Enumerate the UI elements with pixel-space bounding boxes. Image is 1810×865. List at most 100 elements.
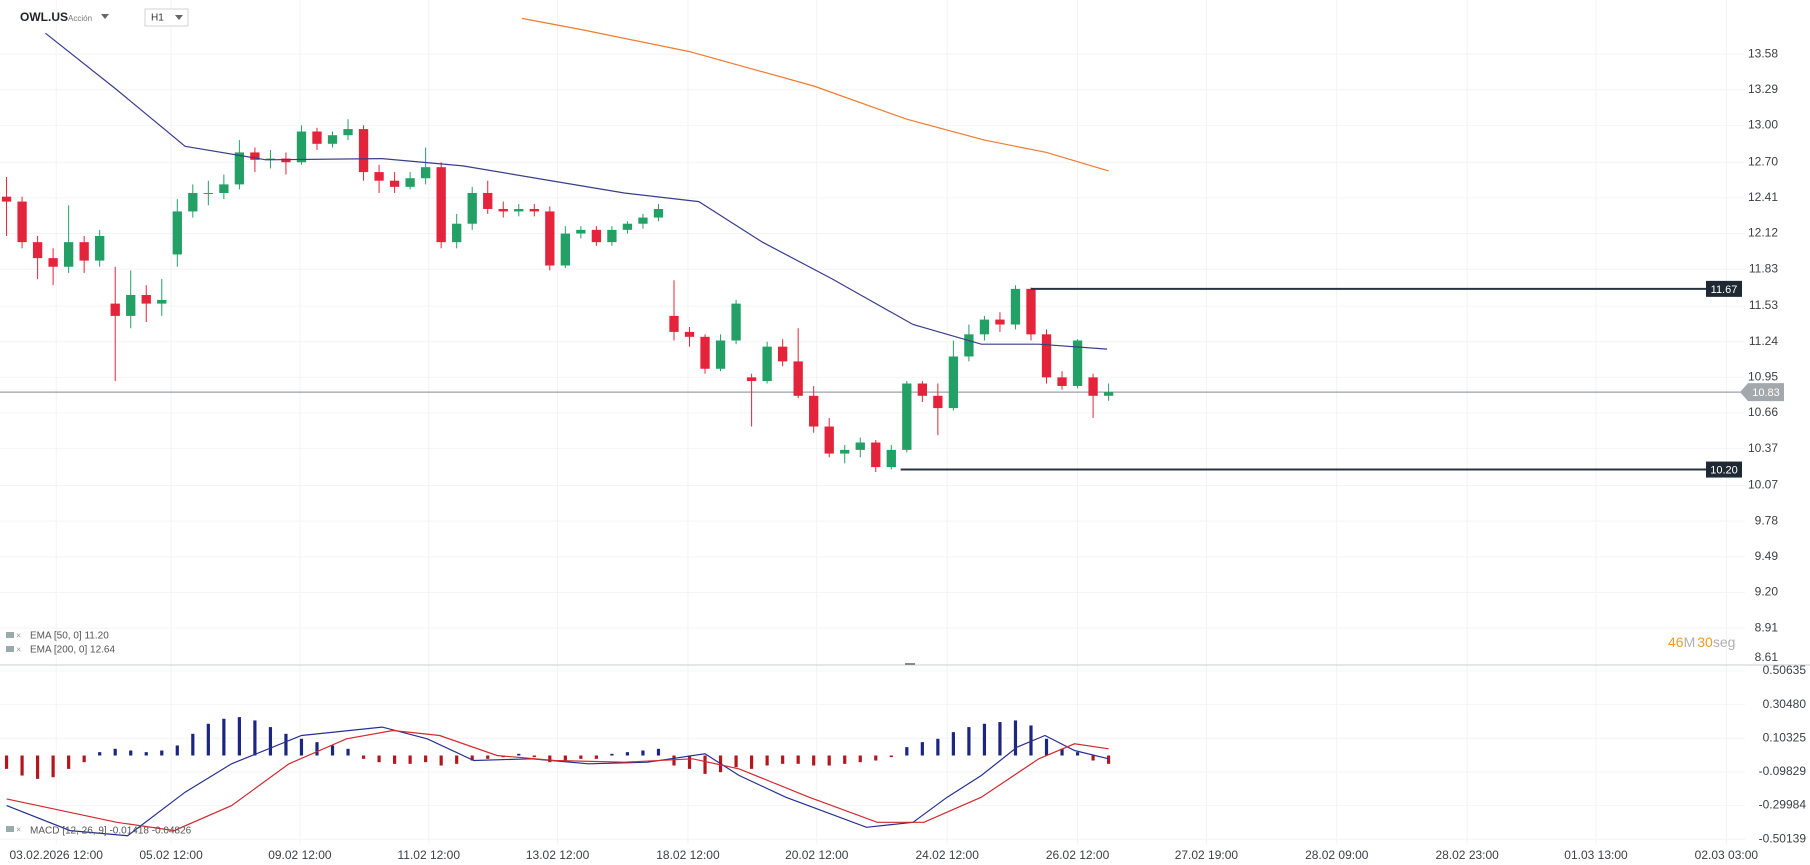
- instrument-type: Acción: [68, 14, 92, 23]
- macd-histogram-bar: [129, 750, 133, 756]
- timeframe-selector[interactable]: [144, 8, 189, 27]
- macd-histogram-bar: [858, 755, 862, 763]
- macd-histogram-bar: [765, 755, 769, 766]
- candle-body: [871, 442, 881, 468]
- macd-histogram-bar: [35, 755, 40, 779]
- macd-histogram-bar: [796, 755, 800, 764]
- last-price-label: 10.83: [1752, 387, 1780, 399]
- macd-histogram-bar: [377, 755, 381, 763]
- legend-remove[interactable]: ×: [16, 824, 21, 834]
- macd-histogram-bar: [439, 755, 443, 766]
- legend-remove[interactable]: ×: [16, 630, 21, 640]
- candle-body: [607, 229, 617, 243]
- macd-histogram-bar: [455, 755, 459, 764]
- x-tick-label: 28.02 09:00: [1305, 848, 1369, 862]
- x-tick-label: 05.02 12:00: [139, 848, 203, 862]
- y-tick-label: 9.49: [1755, 549, 1779, 563]
- candle-body: [979, 319, 990, 335]
- macd-histogram-bar: [98, 752, 102, 756]
- candle-body: [855, 442, 865, 450]
- candle-body: [234, 152, 245, 185]
- y-tick-label: -0.29984: [1759, 798, 1807, 812]
- candle-body: [219, 184, 229, 193]
- level-tag: [1706, 280, 1742, 297]
- legend-remove[interactable]: ×: [16, 644, 21, 654]
- macd-histogram-bar: [268, 727, 273, 756]
- candle-body: [514, 208, 524, 212]
- timer-seconds: 30: [1697, 634, 1713, 650]
- macd-histogram-bar: [625, 752, 630, 756]
- candle-body: [141, 295, 151, 304]
- macd-histogram-bar: [144, 752, 148, 756]
- candle-body: [529, 208, 539, 212]
- candle-body: [1041, 334, 1052, 378]
- macd-histogram-bar: [594, 755, 598, 759]
- macd-histogram-bar: [392, 755, 397, 764]
- y-tick-label: 9.20: [1755, 585, 1779, 599]
- level-label: 10.20: [1710, 464, 1738, 476]
- candle-body: [1072, 340, 1083, 386]
- macd-histogram-bar: [641, 750, 645, 756]
- candle-body: [824, 426, 834, 454]
- timeframe-dropdown[interactable]: [175, 15, 183, 20]
- pane-resize-handle[interactable]: [905, 663, 915, 665]
- macd-histogram-bar: [284, 733, 288, 756]
- candle-body: [731, 303, 741, 341]
- candle-body: [762, 346, 772, 382]
- macd-histogram-bar: [191, 733, 195, 756]
- y-tick-label: 11.24: [1749, 334, 1778, 348]
- macd-histogram-bar: [827, 755, 831, 766]
- candle-body: [746, 377, 757, 382]
- macd-histogram-bar: [781, 755, 785, 764]
- y-tick-label: 9.78: [1755, 513, 1779, 527]
- candle-body: [281, 158, 291, 163]
- y-tick-label: 12.70: [1748, 154, 1778, 168]
- legend-icon[interactable]: [6, 826, 14, 832]
- candle-body: [358, 129, 369, 173]
- candle-body: [32, 242, 43, 259]
- macd-histogram-bar: [408, 755, 412, 764]
- candle-body: [126, 295, 136, 316]
- y-tick-label: 13.00: [1748, 118, 1778, 132]
- candle-body: [933, 395, 943, 409]
- legend-label: EMA [50, 0] 11.20: [30, 631, 109, 642]
- macd-histogram-bar: [346, 748, 350, 756]
- macd-histogram-bar: [82, 755, 86, 763]
- macd-histogram-bar: [486, 755, 490, 759]
- candle-body: [327, 135, 338, 144]
- candle-body: [374, 172, 384, 181]
- y-tick-label: 11.53: [1749, 298, 1778, 312]
- macd-histogram-bar: [874, 755, 878, 761]
- macd-line: [6, 729, 1109, 832]
- macd-histogram-bar: [160, 750, 164, 756]
- y-tick-label: 10.07: [1748, 478, 1778, 492]
- y-tick-label: 10.95: [1748, 370, 1778, 384]
- macd-histogram-bar: [951, 732, 955, 756]
- macd-histogram-bar: [1013, 720, 1018, 756]
- y-tick-label: 10.37: [1748, 441, 1778, 455]
- y-tick-label: 0.30480: [1763, 697, 1807, 711]
- ema-line: [45, 32, 1108, 350]
- macd-histogram-bar: [563, 755, 567, 761]
- legend-icon[interactable]: [6, 632, 14, 638]
- candle-body: [591, 229, 602, 243]
- macd-histogram-bar: [1029, 725, 1033, 756]
- candle-body: [1057, 377, 1067, 386]
- macd-histogram-bar: [672, 755, 676, 766]
- macd-histogram-bar: [253, 720, 257, 756]
- candle-body: [110, 303, 120, 316]
- symbol-dropdown[interactable]: [101, 14, 109, 19]
- macd-histogram-bar: [1075, 752, 1080, 756]
- y-tick-label: 10.66: [1748, 405, 1778, 419]
- macd-histogram-bar: [905, 747, 909, 756]
- candle-body: [343, 129, 353, 136]
- x-tick-label: 20.02 12:00: [785, 848, 849, 862]
- macd-histogram-bar: [610, 753, 614, 756]
- y-tick-label: 8.91: [1755, 620, 1779, 634]
- candle-body: [793, 361, 803, 396]
- macd-histogram-bar: [361, 755, 366, 759]
- x-tick-label: 28.02 23:00: [1435, 848, 1499, 862]
- legend-icon[interactable]: [6, 646, 14, 652]
- candle-body: [452, 223, 462, 243]
